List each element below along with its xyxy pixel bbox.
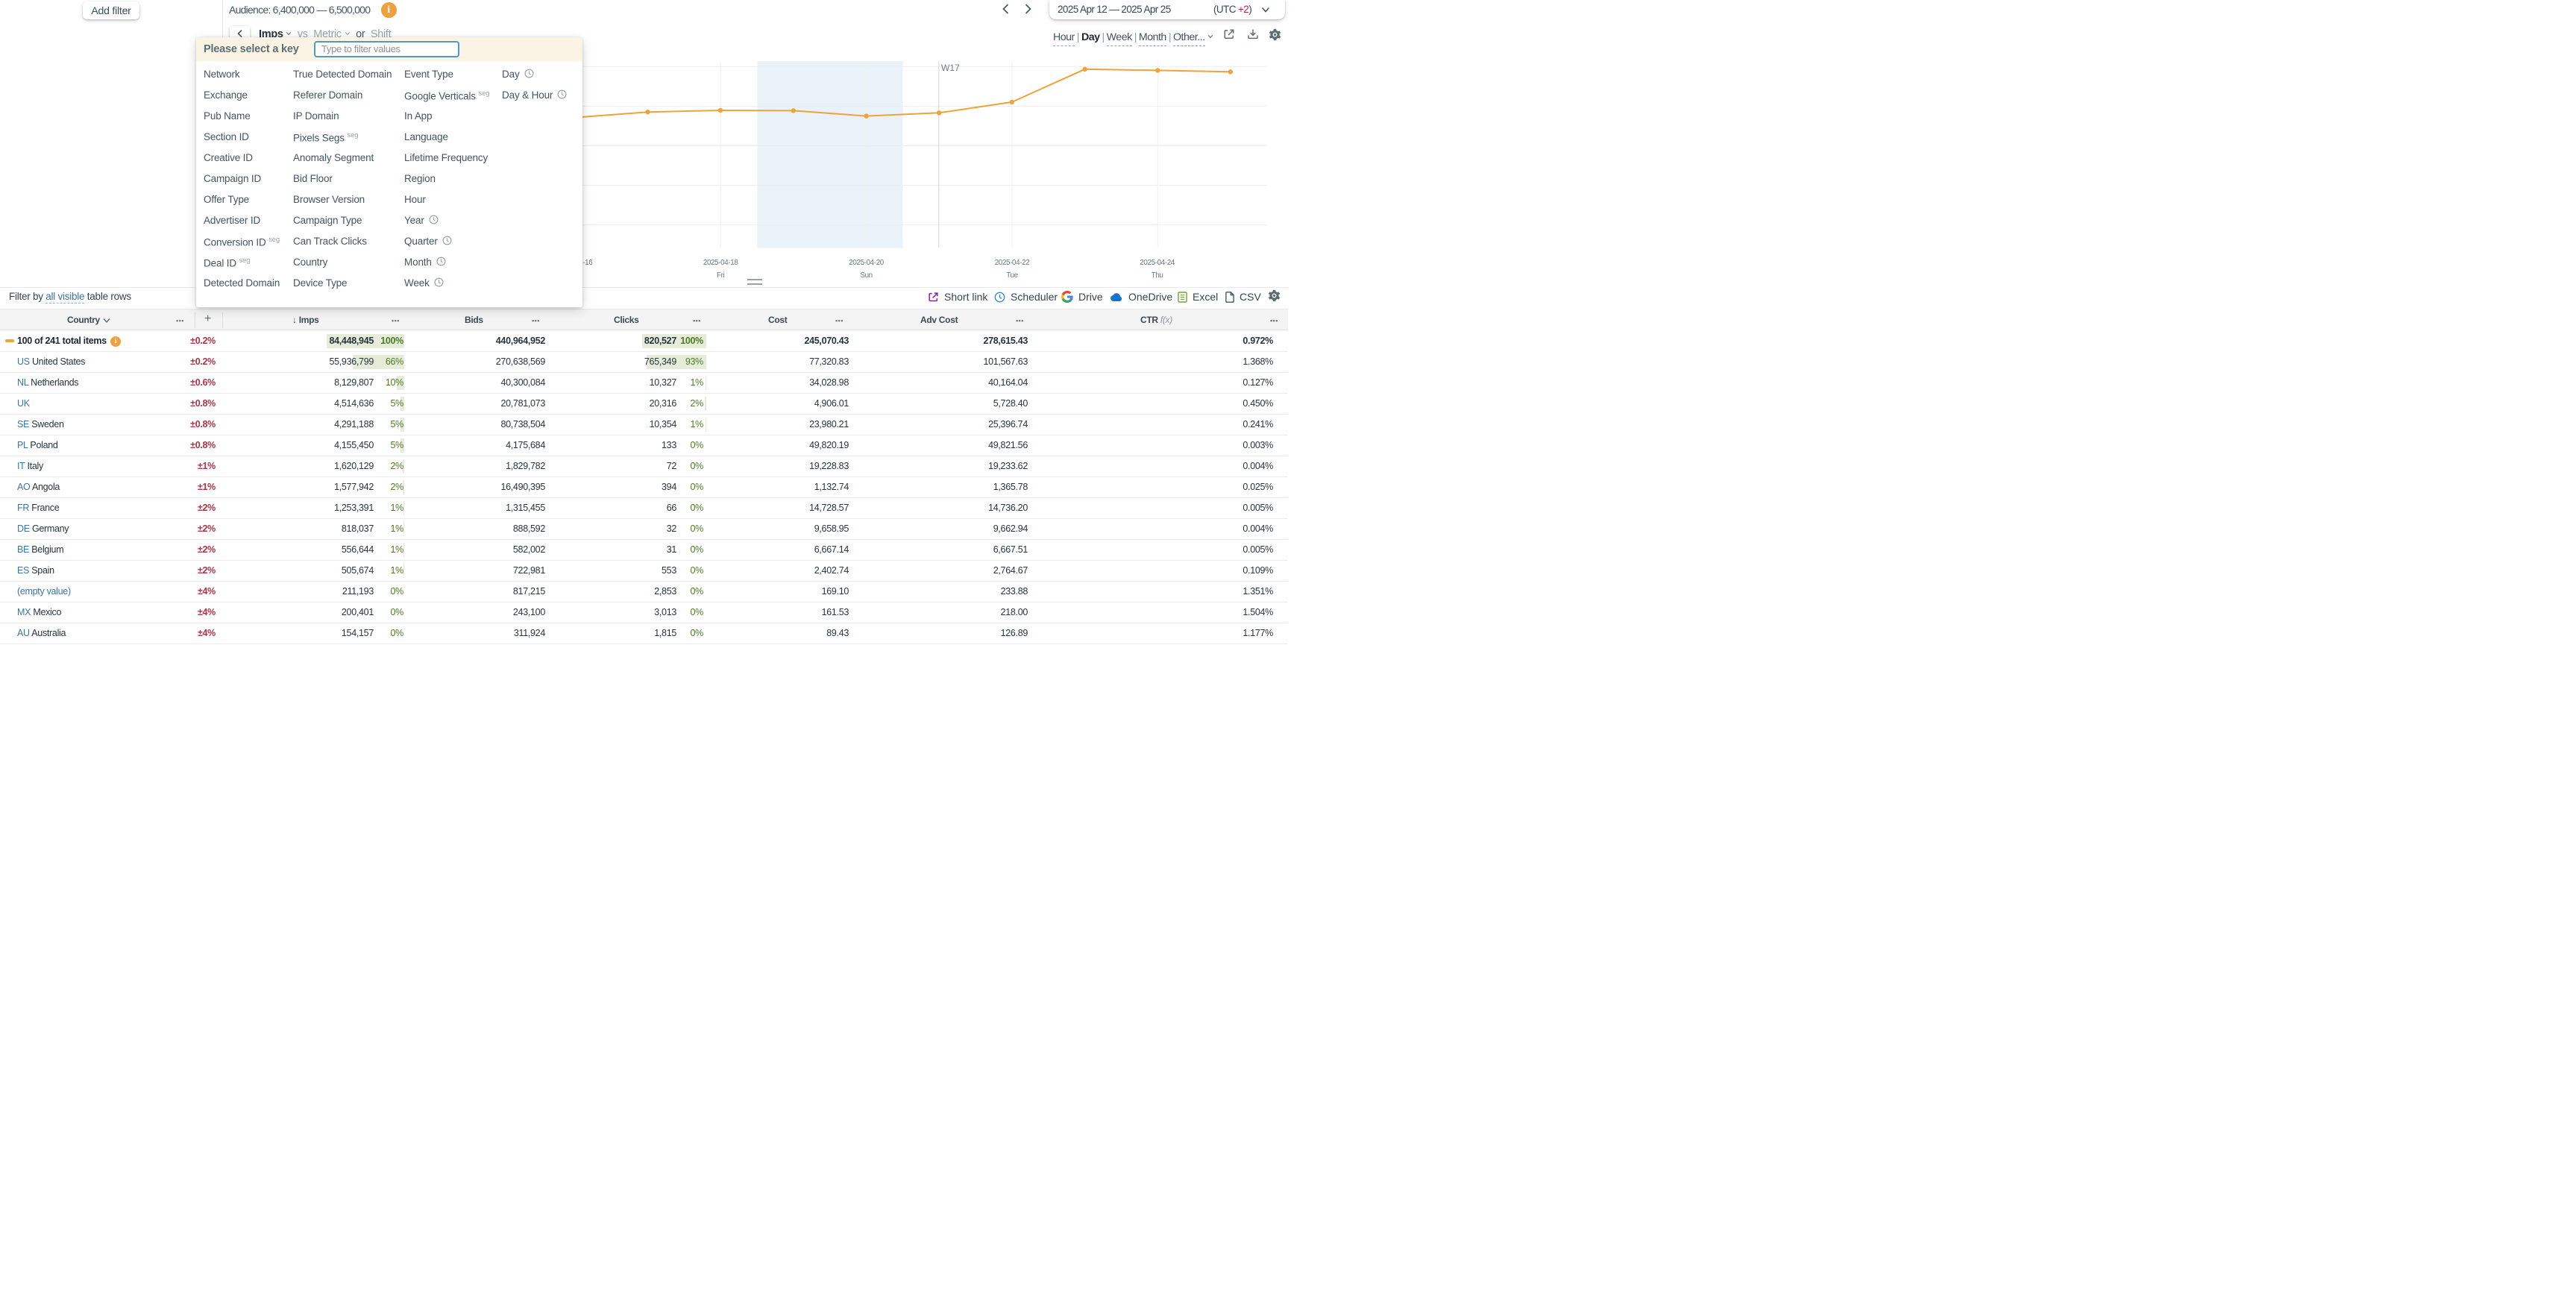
svg-text:W17: W17 bbox=[941, 63, 960, 73]
svg-text:2025-04-24: 2025-04-24 bbox=[1140, 259, 1175, 267]
svg-text:2025-04-18: 2025-04-18 bbox=[703, 259, 739, 267]
svg-text:Tue: Tue bbox=[1006, 271, 1018, 280]
svg-text:Sun: Sun bbox=[860, 271, 872, 280]
svg-text:2025-04-22: 2025-04-22 bbox=[995, 259, 1030, 267]
svg-text:Fri: Fri bbox=[717, 271, 725, 280]
svg-text:2025-04-20: 2025-04-20 bbox=[849, 259, 885, 267]
svg-text:Thu: Thu bbox=[1152, 271, 1163, 280]
